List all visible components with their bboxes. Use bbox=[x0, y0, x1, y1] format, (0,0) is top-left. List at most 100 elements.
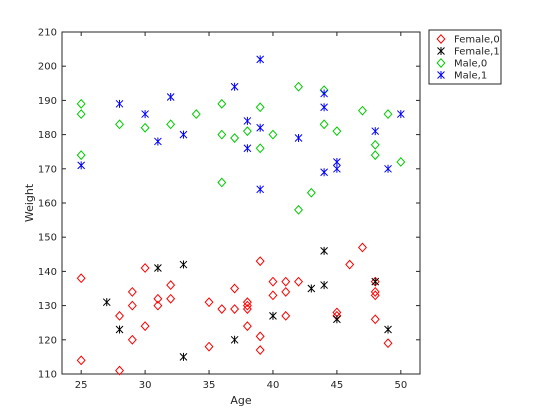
y-tick-label: 160 bbox=[38, 199, 57, 210]
data-point bbox=[255, 331, 265, 342]
data-point bbox=[281, 286, 291, 297]
y-axis-label: Weight bbox=[23, 183, 36, 222]
data-point bbox=[217, 98, 227, 109]
y-tick-label: 170 bbox=[38, 164, 57, 175]
data-point bbox=[115, 365, 125, 376]
data-point bbox=[179, 130, 188, 139]
data-point bbox=[320, 89, 328, 98]
data-point bbox=[127, 334, 137, 345]
data-point bbox=[153, 300, 163, 311]
data-point bbox=[76, 109, 86, 120]
data-point bbox=[371, 277, 380, 286]
data-point bbox=[179, 260, 188, 269]
legend-label: Female,0 bbox=[454, 35, 500, 46]
data-point bbox=[384, 325, 392, 334]
data-point bbox=[242, 126, 252, 137]
data-point bbox=[141, 110, 149, 119]
series-0 bbox=[76, 242, 393, 376]
data-point bbox=[230, 335, 239, 344]
data-point bbox=[255, 143, 265, 154]
data-point bbox=[370, 314, 380, 325]
data-point bbox=[191, 109, 201, 120]
legend-marker bbox=[437, 47, 445, 55]
y-tick-label: 110 bbox=[38, 370, 57, 381]
legend-marker bbox=[436, 34, 446, 44]
legend-marker bbox=[436, 58, 446, 68]
data-point bbox=[320, 168, 328, 177]
data-point bbox=[256, 123, 265, 132]
data-point bbox=[77, 161, 86, 170]
data-point bbox=[204, 297, 214, 308]
data-point bbox=[256, 55, 265, 64]
data-point bbox=[268, 290, 278, 301]
data-point bbox=[217, 304, 227, 314]
data-point bbox=[269, 311, 277, 320]
data-point bbox=[294, 81, 304, 92]
x-tick-label: 50 bbox=[394, 380, 407, 391]
data-point bbox=[294, 276, 304, 287]
data-point bbox=[256, 185, 265, 194]
data-point bbox=[371, 127, 380, 136]
data-point bbox=[140, 122, 150, 133]
data-point bbox=[230, 304, 240, 314]
data-point bbox=[115, 310, 125, 321]
series-2 bbox=[76, 81, 406, 215]
data-point bbox=[345, 259, 355, 270]
data-point bbox=[230, 283, 240, 294]
data-point bbox=[76, 98, 86, 109]
legend-label: Male,1 bbox=[454, 71, 487, 82]
data-point bbox=[154, 263, 162, 272]
data-point bbox=[127, 286, 137, 297]
y-tick-label: 130 bbox=[38, 301, 57, 312]
data-point bbox=[383, 109, 393, 120]
data-point bbox=[333, 315, 341, 324]
data-point bbox=[230, 82, 239, 91]
data-point bbox=[294, 134, 303, 143]
data-point bbox=[204, 341, 214, 352]
data-point bbox=[370, 150, 380, 161]
data-point bbox=[217, 129, 227, 140]
series-1 bbox=[102, 246, 392, 361]
data-point bbox=[242, 300, 252, 311]
legend-marker bbox=[437, 71, 445, 79]
data-point bbox=[127, 300, 137, 311]
data-point bbox=[166, 293, 176, 304]
data-point bbox=[166, 280, 176, 291]
data-point bbox=[307, 284, 316, 293]
data-point bbox=[396, 157, 406, 167]
data-point bbox=[384, 164, 392, 173]
data-point bbox=[357, 105, 367, 116]
data-point bbox=[166, 92, 175, 101]
data-point bbox=[294, 204, 304, 215]
data-point bbox=[255, 102, 265, 113]
x-tick-label: 40 bbox=[267, 380, 280, 391]
y-tick-label: 180 bbox=[38, 130, 57, 141]
data-point bbox=[320, 281, 328, 290]
data-point bbox=[242, 321, 252, 332]
data-point bbox=[268, 129, 278, 140]
data-point bbox=[140, 263, 150, 273]
data-point bbox=[243, 144, 252, 153]
series-3 bbox=[77, 55, 405, 194]
data-point bbox=[242, 304, 252, 314]
data-point bbox=[370, 290, 380, 301]
data-point bbox=[370, 276, 380, 287]
data-point bbox=[243, 116, 252, 125]
y-tick-label: 200 bbox=[38, 62, 57, 73]
data-point bbox=[357, 242, 367, 253]
data-point bbox=[154, 137, 162, 146]
y-tick-label: 140 bbox=[38, 267, 57, 278]
data-point bbox=[115, 99, 124, 108]
data-point bbox=[383, 338, 393, 349]
x-tick-label: 30 bbox=[139, 380, 152, 391]
data-point bbox=[332, 126, 342, 137]
data-point bbox=[230, 133, 240, 143]
data-point bbox=[179, 352, 188, 361]
x-tick-label: 35 bbox=[203, 380, 216, 391]
data-point bbox=[242, 297, 252, 308]
data-point bbox=[76, 355, 86, 366]
y-tick-label: 210 bbox=[38, 28, 57, 39]
x-tick-label: 45 bbox=[331, 380, 344, 391]
